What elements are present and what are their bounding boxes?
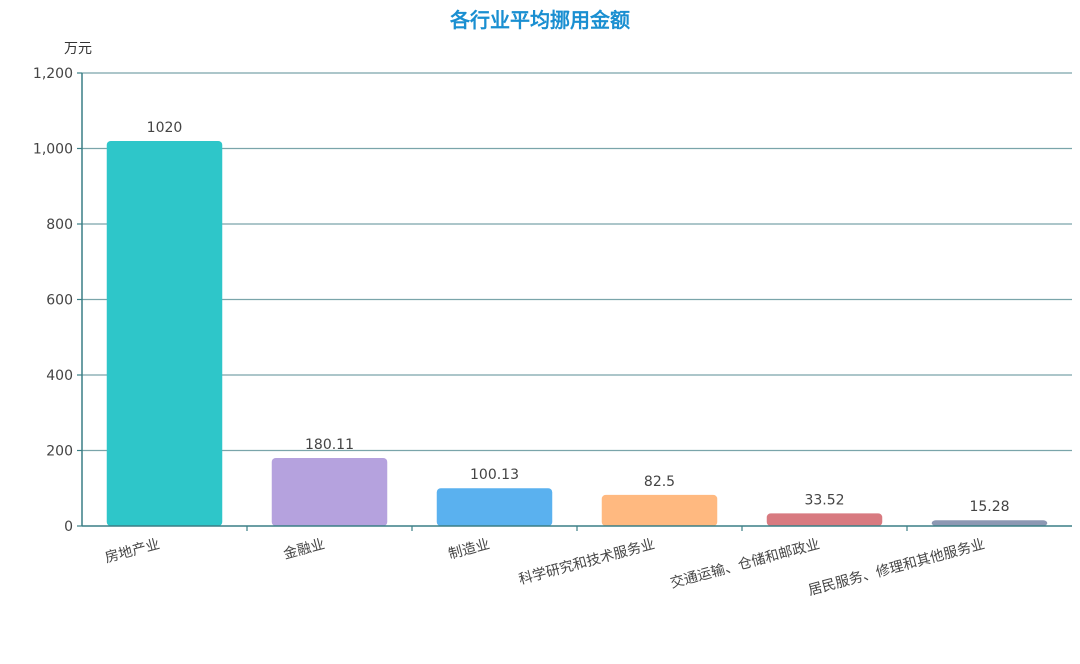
y-tick-label: 800	[46, 217, 73, 233]
y-tick-label: 0	[64, 519, 73, 535]
bar[interactable]	[766, 513, 883, 526]
bar[interactable]	[271, 458, 388, 526]
y-axis-ticks: 0 200 400 600 800 1,000 1,200	[33, 66, 82, 535]
bars	[106, 140, 1048, 526]
y-tick-label: 400	[46, 368, 73, 384]
x-category-label: 居民服务、修理和其他服务业	[807, 536, 987, 599]
y-tick-label: 1,000	[33, 142, 73, 158]
chart-title: 各行业平均挪用金额	[450, 8, 630, 32]
bar-value-label: 15.28	[969, 499, 1009, 515]
x-category-label: 交通运输、仓储和邮政业	[668, 535, 821, 591]
x-category-label: 房地产业	[103, 536, 161, 566]
y-tick-label: 600	[46, 293, 73, 309]
bar[interactable]	[106, 140, 223, 526]
bar-value-label: 82.5	[644, 474, 675, 490]
value-labels: 1020 180.11 100.13 82.5 33.52 15.28	[147, 120, 1010, 515]
bar[interactable]	[601, 494, 718, 526]
category-labels: 房地产业 金融业 制造业 科学研究和技术服务业 交通运输、仓储和邮政业居民服务、修理和其…	[103, 535, 986, 599]
bar-value-label: 1020	[147, 120, 183, 136]
axes	[81, 73, 1072, 531]
x-category-label: 科学研究和技术服务业	[517, 536, 656, 588]
grid-lines	[82, 72, 1072, 452]
bar[interactable]	[931, 520, 1048, 526]
bar[interactable]	[436, 488, 553, 526]
bar-value-label: 180.11	[305, 437, 354, 453]
y-tick-label: 200	[46, 444, 73, 460]
bar-value-label: 33.52	[804, 492, 844, 508]
x-category-label: 金融业	[282, 536, 327, 562]
bar-value-label: 100.13	[470, 467, 519, 483]
y-tick-label: 1,200	[33, 66, 73, 82]
y-axis-unit-label: 万元	[64, 41, 92, 57]
x-category-label: 制造业	[447, 536, 492, 562]
